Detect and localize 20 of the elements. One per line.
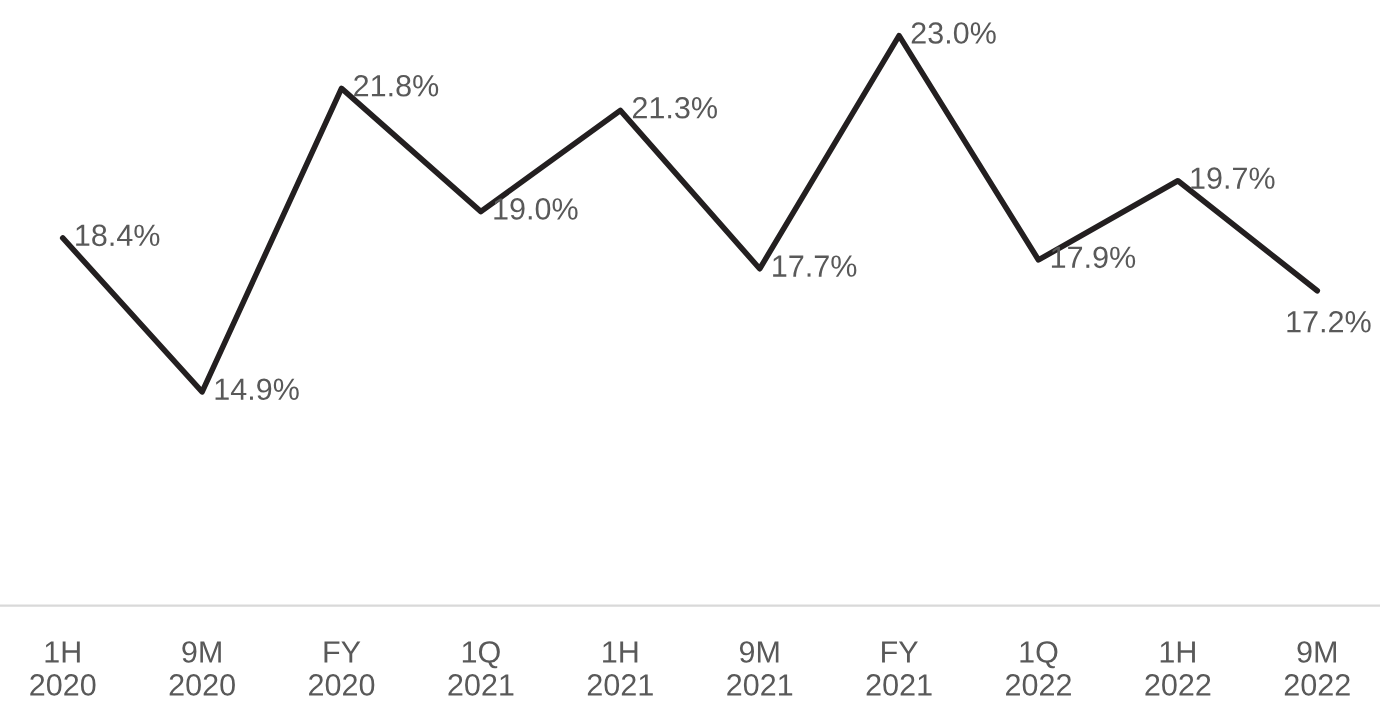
data-label: 21.8%: [354, 74, 439, 97]
data-label: 17.2%: [1287, 310, 1371, 333]
x-tick-label: 1H 2021: [587, 641, 653, 696]
data-label: 19.0%: [494, 198, 578, 220]
x-tick-label: 1H 2022: [1145, 641, 1211, 696]
x-tick-label: 9M 2020: [169, 641, 235, 696]
x-tick-label: 1H 2020: [30, 641, 96, 696]
data-label: 23.0%: [911, 22, 996, 44]
data-label: 19.7%: [1191, 167, 1275, 189]
data-label: 17.9%: [1051, 246, 1136, 269]
x-tick-label: 9M 2022: [1284, 641, 1350, 696]
data-label: 18.4%: [76, 224, 160, 247]
data-label: 21.3%: [632, 96, 717, 119]
x-tick-label: FY 2021: [866, 641, 932, 696]
data-label: 17.7%: [773, 255, 857, 277]
x-tick-label: 1Q 2022: [1006, 641, 1071, 696]
data-label: 14.9%: [215, 378, 299, 401]
x-tick-label: 1Q 2021: [448, 641, 514, 696]
x-tick-label: 9M 2021: [727, 641, 793, 696]
x-tick-label: FY 2020: [309, 641, 375, 696]
